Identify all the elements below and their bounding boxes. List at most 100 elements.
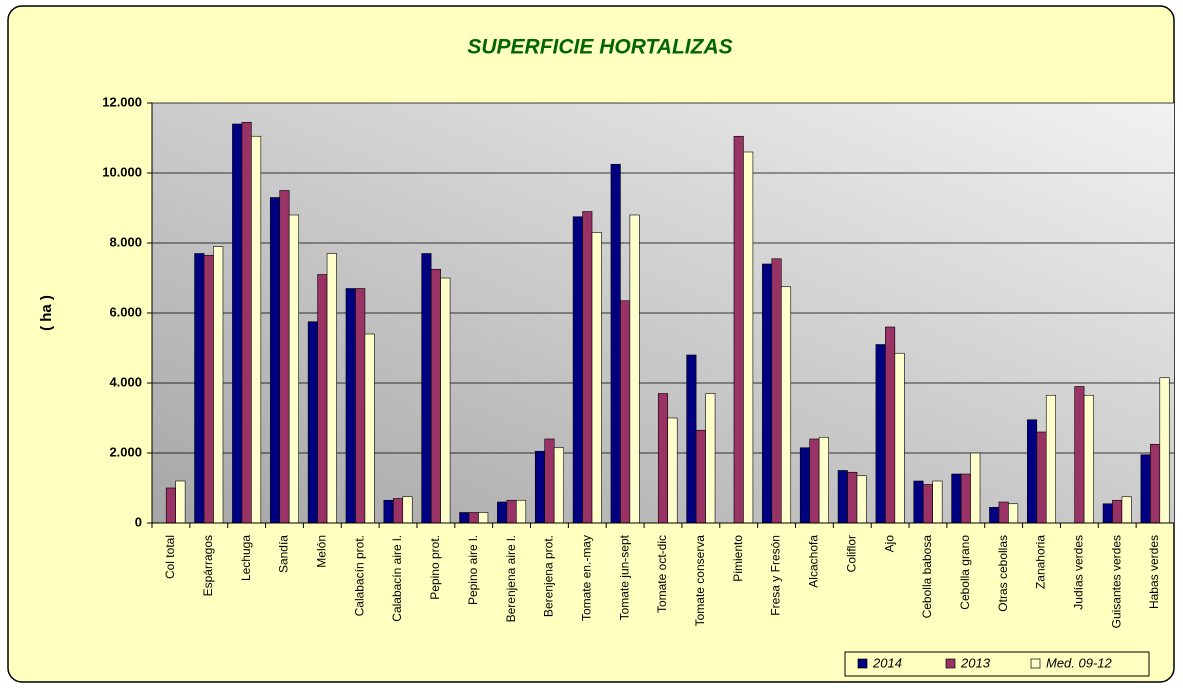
x-tick-label: Alcachofa: [807, 535, 821, 588]
bar: [355, 288, 366, 524]
x-tick-label: Tomate oct-dic: [655, 535, 669, 613]
y-tick-label: 0: [135, 514, 142, 529]
x-tick-label: Zanahoria: [1034, 535, 1048, 589]
chart-title: SUPERFICIE HORTALIZAS: [467, 36, 732, 59]
bar: [279, 190, 290, 524]
x-tick-label: Guisantes verdes: [1109, 535, 1123, 628]
bar: [743, 151, 754, 524]
x-tick-label: Ajo: [882, 535, 896, 553]
x-tick-label: Calabacín prot.: [352, 535, 366, 616]
bar: [989, 506, 1000, 524]
bar: [799, 447, 810, 524]
bar: [1036, 431, 1047, 524]
bar: [478, 512, 489, 524]
bar: [913, 480, 924, 524]
bar: [1150, 443, 1161, 524]
x-tick-label: Judías verdes: [1072, 535, 1086, 610]
y-tick-label: 4.000: [109, 374, 142, 389]
x-tick-label: Tomate conserva: [693, 535, 707, 627]
x-tick-label: Pepino aire l.: [466, 535, 480, 605]
bar: [591, 232, 602, 524]
bar: [610, 163, 621, 524]
bar: [932, 480, 943, 524]
y-axis-label: ( ha ): [38, 295, 55, 331]
bar: [165, 487, 176, 524]
bar: [194, 253, 205, 524]
bar: [998, 501, 1009, 524]
legend-label: 2014: [872, 655, 902, 670]
bar: [468, 512, 479, 524]
bar: [657, 393, 669, 524]
bar: [733, 135, 744, 524]
bar: [506, 499, 517, 524]
bar: [516, 499, 527, 524]
y-tick-label: 10.000: [102, 164, 142, 179]
bar: [629, 214, 640, 524]
bar: [383, 499, 394, 524]
x-tick-label: Tomate jun-sept: [617, 534, 631, 620]
y-tick-label: 12.000: [102, 94, 142, 109]
x-tick-label: Sandía: [277, 535, 291, 573]
bar: [251, 135, 262, 524]
bar: [1027, 419, 1038, 524]
bar: [213, 246, 224, 524]
bar: [951, 473, 962, 524]
bar: [553, 447, 564, 524]
x-tick-label: Melón: [315, 535, 329, 568]
bar: [430, 268, 441, 524]
bar: [1008, 503, 1019, 524]
bar: [232, 123, 243, 524]
bar: [307, 321, 318, 524]
bar: [1112, 499, 1123, 524]
bar: [667, 417, 678, 524]
x-tick-label: Cebolla babosa: [920, 535, 934, 619]
y-tick-label: 2.000: [109, 444, 142, 459]
bar: [459, 512, 470, 524]
bar: [393, 498, 404, 524]
bar: [534, 450, 546, 524]
bar: [544, 438, 555, 524]
bar: [960, 473, 971, 524]
x-tick-label: Col total: [163, 535, 177, 579]
bar: [885, 326, 896, 524]
bar: [269, 197, 281, 524]
y-tick-label: 6.000: [109, 304, 142, 319]
bar: [1074, 386, 1085, 524]
bar: [1140, 454, 1151, 524]
bar: [620, 300, 631, 524]
bar: [421, 253, 432, 524]
bar: [771, 258, 782, 524]
x-tick-label: Coliflor: [844, 535, 858, 572]
legend-swatch: [857, 658, 868, 669]
bar: [1159, 377, 1170, 524]
bar: [364, 333, 375, 524]
x-tick-label: Berenjena aire l.: [504, 535, 518, 622]
bar: [440, 277, 451, 524]
legend-swatch: [1030, 658, 1041, 669]
bar: [402, 496, 413, 524]
bar: [875, 344, 886, 524]
legend-swatch: [945, 658, 956, 669]
bar: [818, 436, 829, 524]
legend-box: [844, 651, 1150, 677]
x-tick-label: Calabacín aire l.: [390, 535, 404, 622]
bar: [203, 254, 214, 524]
bar: [780, 286, 792, 524]
x-tick-label: Berenjena prot.: [542, 535, 556, 617]
bar: [762, 263, 773, 524]
bar: [1045, 394, 1057, 524]
bar: [175, 480, 186, 524]
bar: [922, 484, 933, 524]
x-tick-label: Otras cebollas: [996, 535, 1010, 612]
x-tick-label: Pepino prot.: [428, 535, 442, 600]
y-tick-label: 8.000: [109, 234, 142, 249]
bar: [345, 288, 356, 524]
bar: [241, 121, 252, 524]
x-tick-label: Tomate en.-may: [579, 535, 593, 621]
legend-label: Med. 09-12: [1046, 655, 1113, 670]
bar: [695, 429, 706, 524]
bar: [894, 352, 905, 524]
bar: [856, 475, 867, 524]
x-tick-label: Lechuga: [239, 535, 253, 581]
